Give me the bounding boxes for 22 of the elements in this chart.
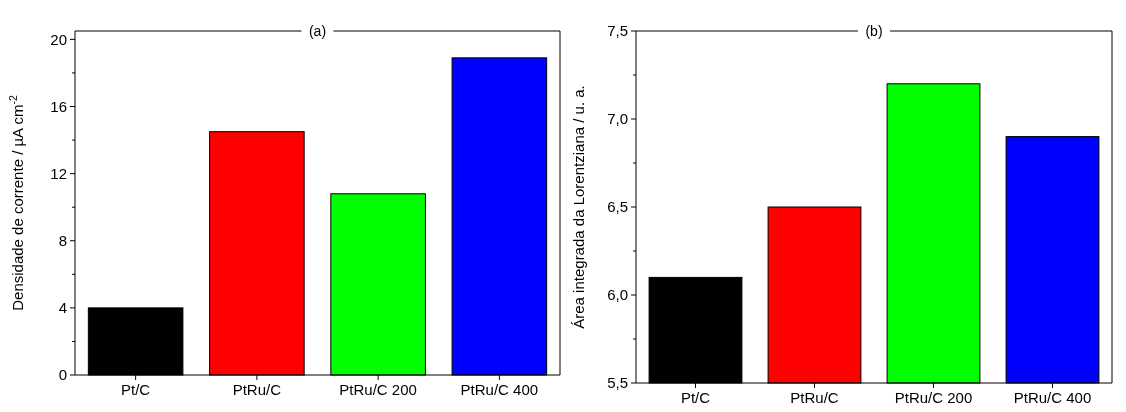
y-tick-label: 20 bbox=[50, 30, 67, 48]
y-tick-label: 5,5 bbox=[607, 374, 628, 392]
x-tick-label: PtRu/C 200 bbox=[339, 381, 417, 398]
x-tick-label: Pt/C bbox=[680, 389, 711, 406]
x-tick-label: PtRu/C bbox=[790, 389, 839, 406]
x-tick-label: Pt/C bbox=[121, 381, 151, 398]
x-tick-label: PtRu/C 400 bbox=[1013, 389, 1092, 406]
y-tick-label: 12 bbox=[50, 164, 67, 182]
y-tick-label: 7,5 bbox=[607, 22, 628, 40]
y-tick-label: 16 bbox=[50, 97, 67, 115]
y-tick-label: 7,0 bbox=[607, 110, 628, 128]
chart-title: (b) bbox=[865, 23, 883, 39]
y-tick-label: 6,0 bbox=[607, 286, 628, 304]
y-tick-label: 4 bbox=[58, 299, 67, 317]
x-tick-label: PtRu/C bbox=[232, 381, 282, 398]
x-tick-label: PtRu/C 400 bbox=[460, 381, 539, 398]
x-tick-label: PtRu/C 200 bbox=[894, 389, 973, 406]
y-tick-label: 0 bbox=[58, 366, 67, 384]
chart-title: (a) bbox=[308, 23, 327, 39]
y-axis-title: Área integrada da Lorentziana / u. a. bbox=[570, 85, 587, 329]
y-tick-label: 6,5 bbox=[607, 198, 628, 216]
y-tick-label: 8 bbox=[58, 232, 67, 250]
